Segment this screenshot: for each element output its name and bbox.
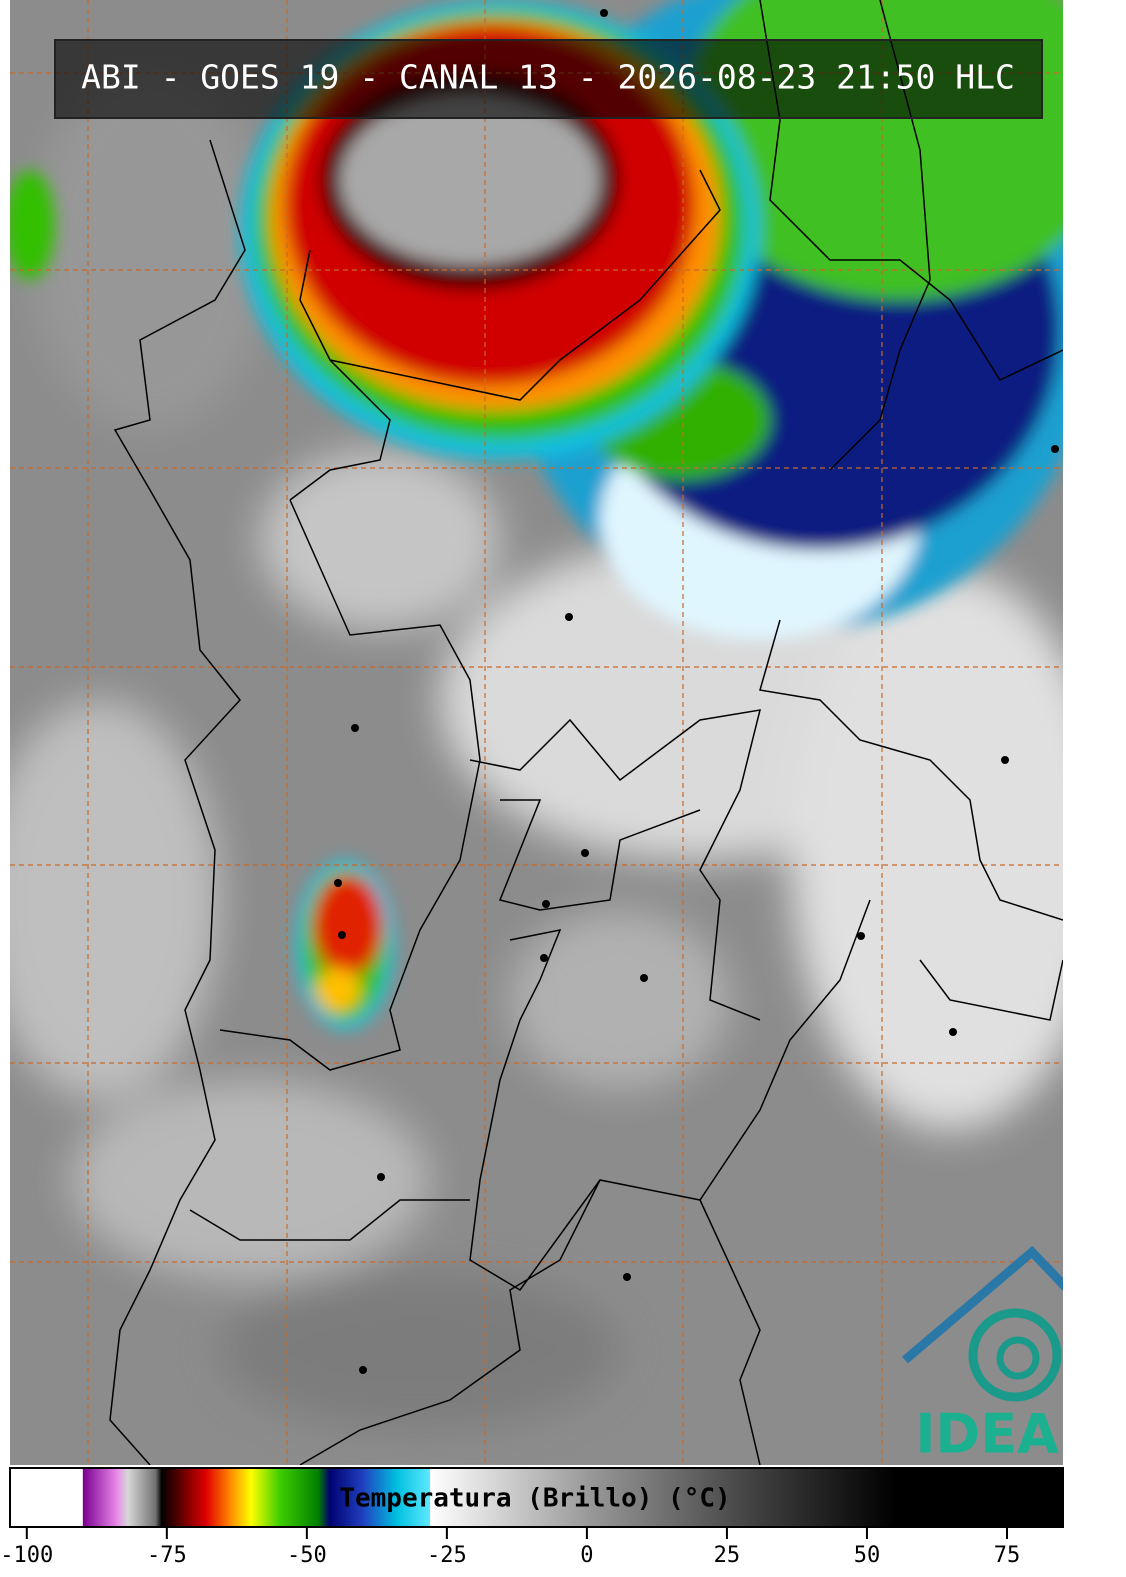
boundaries xyxy=(109,0,1063,1465)
colorbar-tick-label: -75 xyxy=(147,1543,187,1568)
colorbar-segment xyxy=(250,1468,280,1527)
colorbar-segment xyxy=(329,1468,364,1527)
colorbar-segment xyxy=(586,1468,756,1527)
logo-text: IDEAM xyxy=(915,1403,1112,1466)
colorbar-segment xyxy=(228,1468,252,1527)
colorbar-tick-label: -25 xyxy=(427,1543,467,1568)
colorbar-segment xyxy=(206,1468,229,1527)
colorbar-segment xyxy=(155,1468,162,1527)
colorbar-segment xyxy=(754,1468,896,1527)
colorbar-tick-label: 50 xyxy=(854,1543,881,1568)
colorbar-segment xyxy=(396,1468,431,1527)
colorbar-frame xyxy=(9,1467,1064,1528)
colorbar-label: Temperatura (Brillo) (°C) xyxy=(339,1484,730,1514)
colorbar xyxy=(10,1468,1064,1527)
colorbar-segment xyxy=(278,1468,319,1527)
colorbar-tick-label: 75 xyxy=(994,1543,1021,1568)
colorbar-segment xyxy=(82,1468,117,1527)
logo: IDEAM xyxy=(902,1245,1112,1466)
colorbar-tick-label: -50 xyxy=(287,1543,327,1568)
colorbar-segment xyxy=(116,1468,129,1527)
colorbar-segment xyxy=(127,1468,157,1527)
satellite-image: IDEAM xyxy=(10,0,1112,1466)
colorbar-segment xyxy=(10,1468,84,1527)
colorbar-segment xyxy=(430,1468,588,1527)
colorbar-tick-label: -100 xyxy=(0,1543,53,1568)
title: ABI - GOES 19 - CANAL 13 - 2026-08-23 21… xyxy=(81,58,1015,97)
colorbar-segment xyxy=(894,1468,1064,1527)
colorbar-segment xyxy=(362,1468,397,1527)
colorbar-tick-label: 25 xyxy=(714,1543,741,1568)
colorbar-segment xyxy=(161,1468,185,1527)
colorbar-segment xyxy=(183,1468,207,1527)
colorbar-tick-label: 0 xyxy=(580,1543,593,1568)
colorbar-segment xyxy=(318,1468,330,1527)
title-box xyxy=(54,39,1043,119)
city-markers xyxy=(334,9,1059,1374)
